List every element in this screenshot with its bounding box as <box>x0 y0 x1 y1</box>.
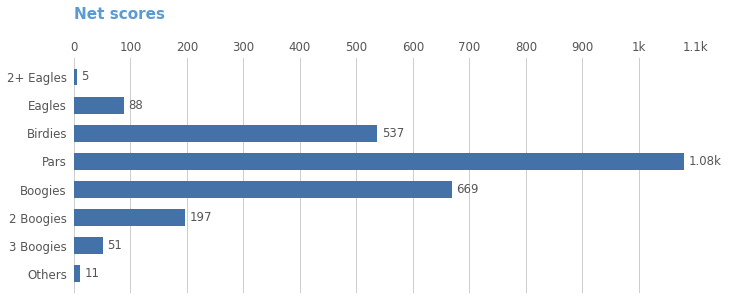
Bar <box>74 237 103 254</box>
Text: 11: 11 <box>85 267 100 280</box>
Text: 5: 5 <box>81 70 89 83</box>
Bar <box>74 68 77 86</box>
Text: 197: 197 <box>190 211 212 224</box>
Bar <box>74 97 124 113</box>
Text: 51: 51 <box>107 239 122 252</box>
Bar <box>74 266 80 282</box>
Text: 1.08k: 1.08k <box>689 155 722 168</box>
Text: 537: 537 <box>382 127 404 140</box>
Text: Net scores: Net scores <box>74 7 165 22</box>
Bar <box>74 125 378 142</box>
Bar <box>74 209 185 226</box>
Bar <box>74 153 684 170</box>
Bar <box>74 181 452 198</box>
Text: 88: 88 <box>128 99 143 112</box>
Text: 669: 669 <box>456 183 479 196</box>
